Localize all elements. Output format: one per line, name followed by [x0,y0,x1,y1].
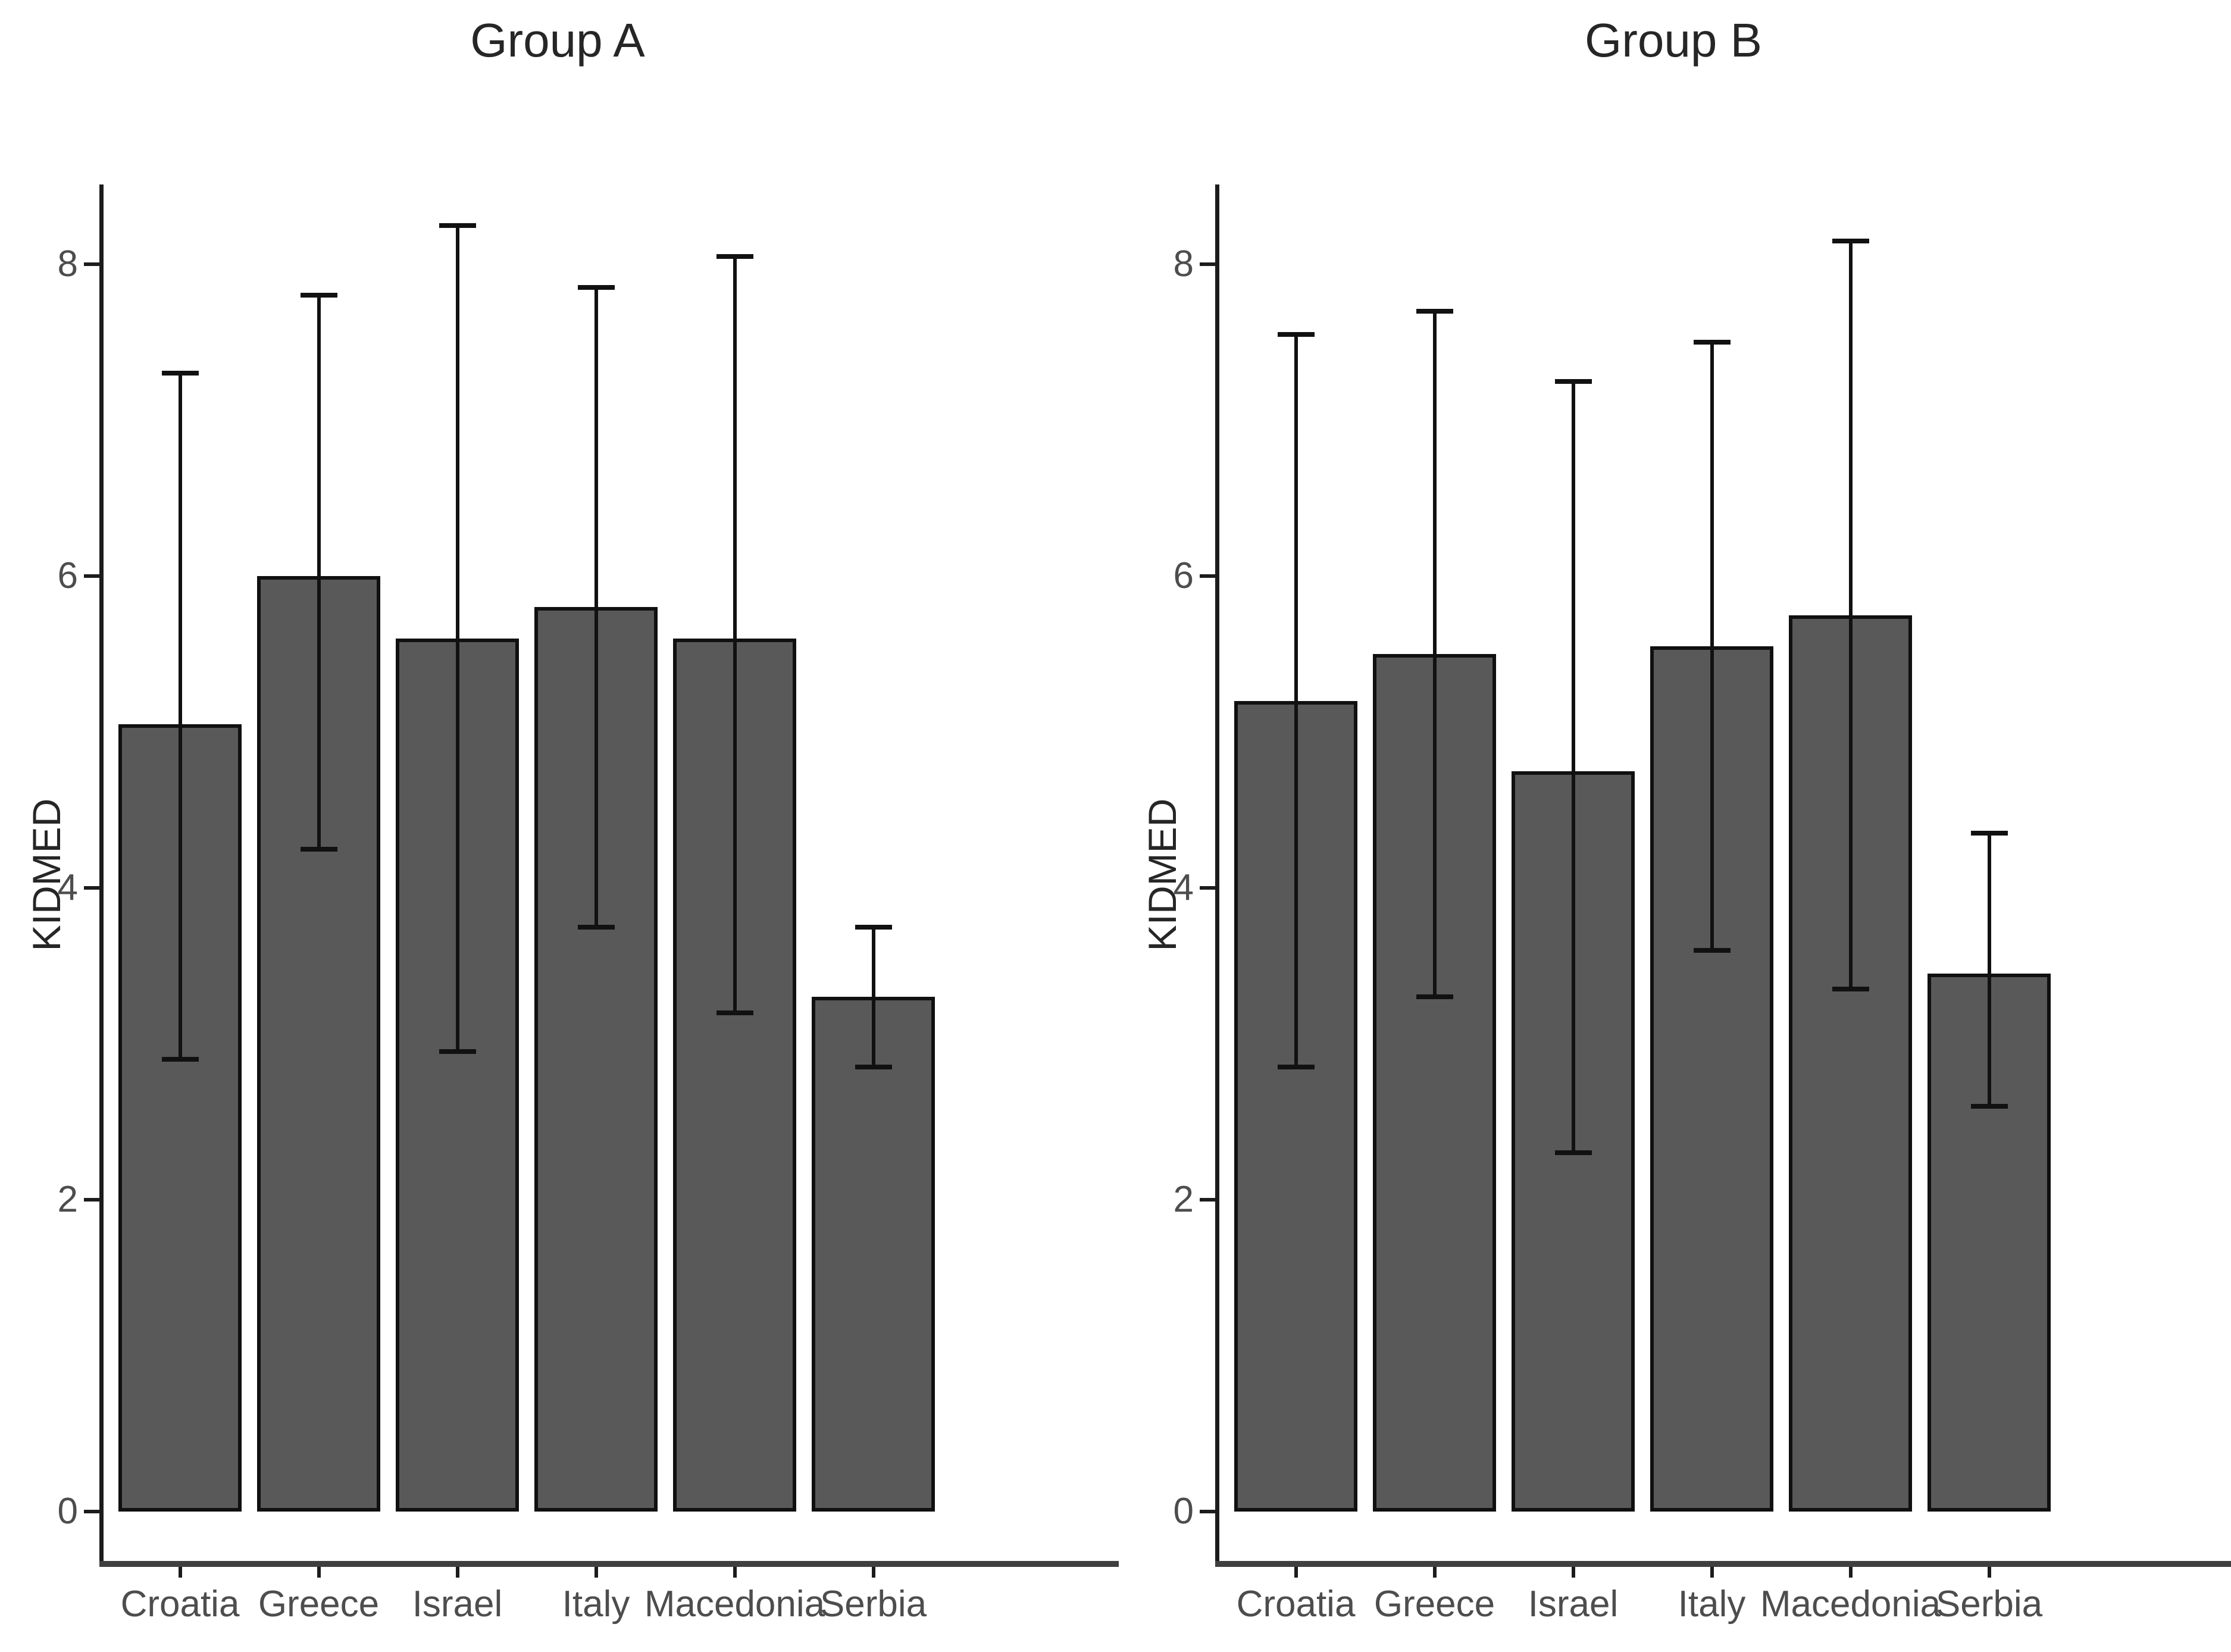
x-tick-mark-serbia [871,1567,875,1578]
error-cap-top-greece [1416,308,1453,314]
y-tick-mark [1200,574,1215,578]
error-cap-top-serbia [1970,831,2008,836]
x-tick-mark-croatia [178,1567,182,1578]
x-category-label-israel: Israel [1528,1584,1619,1625]
x-axis-line [99,1561,1119,1567]
x-tick-mark-greece [317,1567,321,1578]
error-cap-bottom-greece [300,846,337,852]
error-bar-israel [455,225,459,1052]
x-category-label-italy: Italy [562,1584,630,1625]
y-tick-label: 6 [1173,555,1194,596]
error-cap-bottom-israel [1554,1150,1592,1156]
panel-group-a: Group A KIDMED 0 2 4 6 8 Croatia Greece Israel I… [0,0,1119,1652]
y-tick-mark [84,886,99,890]
error-bar-greece [317,295,321,849]
x-category-label-greece: Greece [1373,1584,1495,1625]
error-cap-top-croatia [161,371,199,376]
y-tick-label: 6 [57,555,78,596]
x-tick-mark-italy [594,1567,598,1578]
error-cap-top-macedonia [1832,238,1869,243]
error-bar-italy [594,287,598,927]
y-tick-mark [1200,886,1215,890]
x-tick-mark-croatia [1294,1567,1298,1578]
error-cap-bottom-macedonia [716,1010,753,1015]
error-cap-bottom-italy [1693,947,1731,953]
x-category-label-serbia: Serbia [1935,1584,2043,1625]
x-tick-mark-israel [1571,1567,1575,1578]
x-category-label-greece: Greece [258,1584,380,1625]
y-tick-label: 0 [1173,1491,1194,1532]
y-tick-label: 8 [57,243,78,284]
bar-croatia [118,724,242,1512]
y-tick-label: 2 [1173,1179,1194,1220]
x-category-label-macedonia: Macedonia [1760,1584,1941,1625]
error-cap-bottom-greece [1416,994,1453,1000]
error-bar-serbia [871,927,875,1068]
error-cap-bottom-israel [439,1049,476,1055]
x-category-label-macedonia: Macedonia [644,1584,825,1625]
x-category-label-italy: Italy [1678,1584,1746,1625]
error-cap-top-croatia [1277,331,1315,337]
error-cap-bottom-croatia [1277,1065,1315,1070]
error-bar-croatia [1294,334,1298,1068]
y-tick-mark [1200,1198,1215,1202]
x-tick-mark-macedonia [733,1567,737,1578]
x-tick-mark-serbia [1987,1567,1991,1578]
x-category-label-croatia: Croatia [1236,1584,1356,1625]
error-cap-bottom-serbia [1970,1103,2008,1109]
y-tick-mark [84,1198,99,1202]
error-cap-bottom-croatia [161,1057,199,1062]
error-bar-serbia [1987,833,1991,1106]
error-bar-italy [1710,342,1714,950]
y-axis-line [99,184,104,1567]
y-tick-mark [84,1510,99,1513]
y-tick-mark [1200,262,1215,266]
panel-title-group-b: Group B [1585,14,1762,67]
error-bar-greece [1432,311,1437,997]
y-tick-label: 8 [1173,243,1194,284]
error-cap-bottom-macedonia [1832,987,1869,992]
x-category-label-croatia: Croatia [120,1584,240,1625]
y-tick-label: 4 [1173,867,1194,908]
panel-group-b: Group B KIDMED 0 2 4 6 8 Croatia Greece Israel I… [1116,0,2231,1652]
x-tick-mark-greece [1432,1567,1437,1578]
x-axis-line [1215,1561,2231,1567]
error-bar-israel [1571,381,1575,1153]
x-tick-mark-macedonia [1848,1567,1853,1578]
bar-serbia [1928,974,2051,1512]
error-cap-top-serbia [855,924,892,930]
y-tick-mark [84,574,99,578]
y-tick-mark [1200,1510,1215,1513]
bar-macedonia [673,638,796,1512]
x-tick-mark-israel [455,1567,459,1578]
error-cap-top-italy [1693,340,1731,345]
bar-serbia [812,997,935,1512]
error-bar-macedonia [733,256,737,1013]
error-cap-top-italy [577,285,615,290]
error-cap-top-israel [439,223,476,228]
x-tick-mark-italy [1710,1567,1714,1578]
error-bar-macedonia [1848,240,1853,990]
x-category-label-serbia: Serbia [819,1584,927,1625]
y-tick-mark [84,262,99,266]
error-bar-croatia [178,373,182,1060]
error-cap-top-israel [1554,378,1592,384]
y-tick-label: 0 [57,1491,78,1532]
panel-title-group-a: Group A [470,14,645,67]
y-tick-label: 4 [57,867,78,908]
x-category-label-israel: Israel [412,1584,503,1625]
error-cap-bottom-serbia [855,1065,892,1070]
error-cap-bottom-italy [577,924,615,930]
error-cap-top-macedonia [716,254,753,259]
y-axis-line [1215,184,1219,1567]
y-tick-label: 2 [57,1179,78,1220]
error-cap-top-greece [300,293,337,298]
